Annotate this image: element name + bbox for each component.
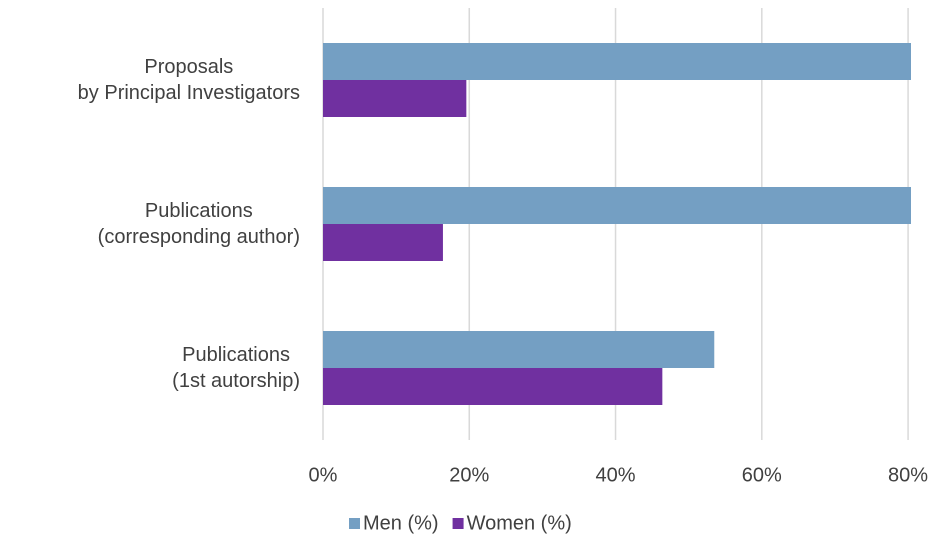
x-tick-label: 0% xyxy=(309,464,338,486)
bar xyxy=(323,331,715,368)
y-tick-label: Publications (corresponding author) xyxy=(97,200,300,248)
bar xyxy=(323,80,467,117)
x-tick-label: 60% xyxy=(742,464,782,486)
legend-label: Women (%) xyxy=(467,512,572,534)
x-tick-label: 20% xyxy=(449,464,489,486)
bar xyxy=(323,368,663,405)
bar xyxy=(323,224,443,261)
y-tick-label: Publications (1st autorship) xyxy=(172,344,300,392)
bar xyxy=(323,187,911,224)
bar xyxy=(323,43,911,80)
bars xyxy=(323,43,911,405)
legend-swatch xyxy=(452,518,464,529)
legend-label: Men (%) xyxy=(363,512,439,534)
legend-swatch xyxy=(349,518,360,529)
y-tick-label: Proposals by Principal Investigators xyxy=(77,56,300,104)
x-tick-label: 40% xyxy=(596,464,636,486)
x-tick-label: 80% xyxy=(888,464,928,486)
